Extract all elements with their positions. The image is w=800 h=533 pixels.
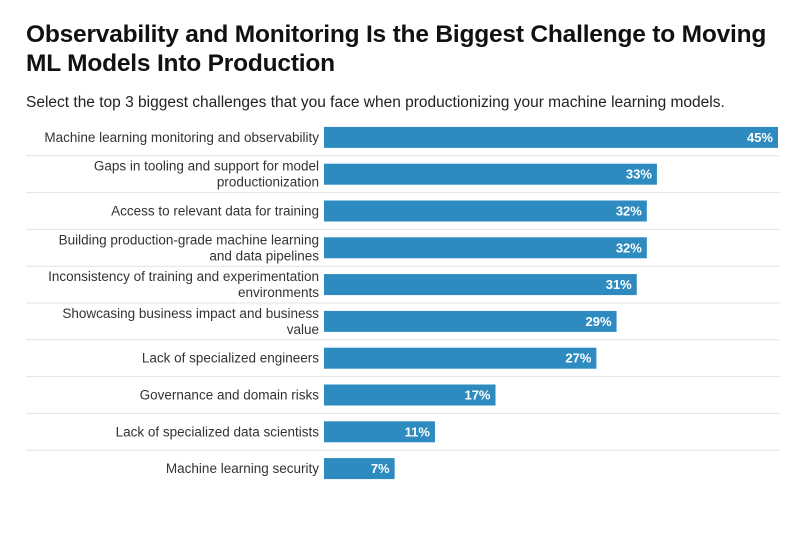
bar — [324, 163, 657, 185]
category-label: Lack of specialized data scientists — [116, 424, 320, 439]
category-label: and data pipelines — [209, 248, 319, 263]
category-label: productionization — [217, 175, 319, 190]
data-label: 31% — [606, 277, 632, 292]
bar — [324, 384, 496, 406]
chart-subtitle: Select the top 3 biggest challenges that… — [26, 94, 725, 111]
bar — [324, 458, 395, 480]
data-label: 32% — [616, 240, 642, 255]
bar — [324, 421, 435, 443]
data-label: 27% — [565, 351, 591, 366]
category-label: Gaps in tooling and support for model — [94, 159, 319, 174]
data-label: 45% — [747, 130, 773, 145]
data-label: 29% — [586, 314, 612, 329]
bar — [324, 126, 778, 148]
category-label: Machine learning monitoring and observab… — [44, 130, 319, 145]
category-label: Showcasing business impact and business — [62, 306, 319, 321]
category-label: environments — [238, 285, 319, 300]
category-label: Governance and domain risks — [140, 388, 320, 403]
bar — [324, 200, 647, 222]
data-label: 32% — [616, 204, 642, 219]
data-label: 33% — [626, 167, 652, 182]
data-label: 17% — [464, 388, 490, 403]
bar — [324, 274, 637, 296]
category-label: value — [287, 322, 319, 337]
chart-title: Observability and Monitoring Is the Bigg… — [26, 21, 767, 77]
bar — [324, 347, 597, 369]
bar — [324, 310, 617, 332]
category-label: Lack of specialized engineers — [142, 351, 319, 366]
bar — [324, 237, 647, 259]
category-label: Access to relevant data for training — [111, 204, 319, 219]
category-label: Building production-grade machine learni… — [59, 232, 319, 247]
category-label: Machine learning security — [166, 461, 319, 476]
data-label: 7% — [371, 461, 390, 476]
data-label: 11% — [405, 424, 431, 439]
category-label: Inconsistency of training and experiment… — [48, 269, 319, 284]
